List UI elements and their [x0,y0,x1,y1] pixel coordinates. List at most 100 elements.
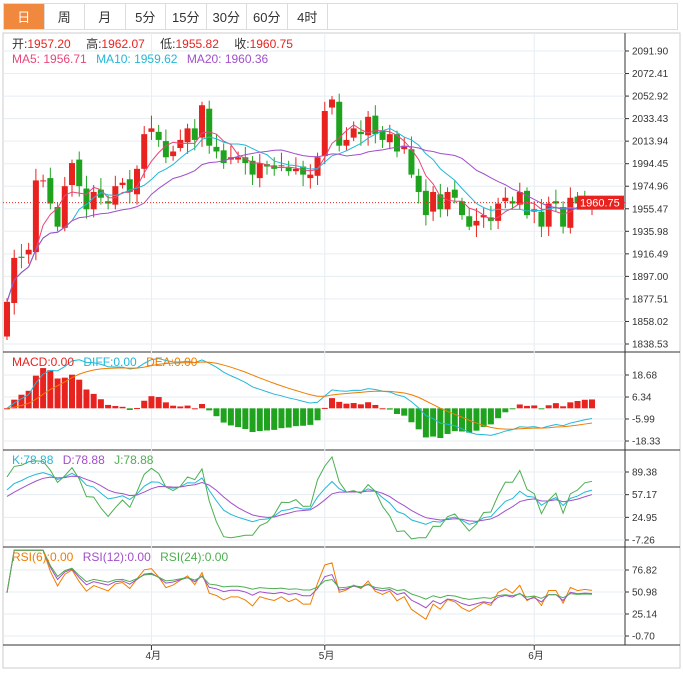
macd-bar [220,408,227,423]
candle-body [32,180,39,253]
macd-bar [379,408,386,410]
macd-bar [256,408,263,432]
j-value: J:78.88 [114,453,154,467]
candle-body [524,190,530,216]
macd-value: MACD:0.00 [12,355,75,369]
ma20-line [6,145,593,302]
candle-body [560,206,567,227]
candle-body [321,111,328,157]
macd-bar [321,407,328,409]
current-price-tag [577,195,624,210]
candle-body [40,180,47,182]
candle-body [300,166,307,175]
macd-bar [184,405,191,409]
candle-body [357,131,364,135]
j-line [6,455,593,540]
macd-bar [292,408,299,427]
candle-body [206,108,213,146]
candle-body [422,190,429,216]
candle-body [466,216,473,227]
macd-bar [32,375,39,409]
price-tick-label: 2033.43 [632,114,669,125]
ma10-line [6,127,593,302]
kdj-legend: K:78.88 D:78.88 J:78.88 [12,454,159,467]
macd-tick-label: 18.68 [632,371,657,382]
price-tick-label: 1838.53 [632,340,669,351]
macd-bar [509,408,516,410]
tab-4hour[interactable]: 4时 [288,4,328,29]
time-label: 4月 [145,650,161,662]
rsi12-value: RSI(12):0.00 [82,550,151,564]
macd-bar [61,377,68,409]
macd-bar [574,400,581,409]
tab-week[interactable]: 周 [45,4,85,29]
candle-body [480,215,487,218]
macd-bar [69,374,75,409]
macd-bar [40,368,47,409]
candle-body [199,105,205,138]
price-tick-label: 2072.41 [632,69,669,80]
price-tick-label: 2013.94 [632,137,669,148]
candle-body [249,160,256,175]
current-price-label: 1960.75 [580,198,620,210]
candle-body [459,201,465,216]
candle-body [343,139,350,146]
macd-bar [191,408,198,410]
candle-body [307,174,314,179]
candle-body [97,189,104,198]
macd-bar [148,396,155,409]
macd-bar [235,408,242,428]
macd-bar [336,401,343,409]
tab-day[interactable]: 日 [4,4,45,29]
k-line [6,472,593,525]
macd-bar [105,404,112,409]
rsi-tick-label: -0.70 [632,632,655,643]
candle-body [170,151,177,157]
macd-bar [386,408,393,410]
high-label: 高: [86,37,102,51]
tab-30min[interactable]: 30分 [207,4,247,29]
rsi6-line [6,549,593,620]
price-tick-label: 1877.51 [632,294,669,305]
macd-bar [307,408,314,425]
diff-value: DIFF:0.00 [83,355,137,369]
candle-body [408,149,415,175]
tab-5min[interactable]: 5分 [126,4,166,29]
chart-frame [2,32,681,669]
candle-body [220,150,227,164]
macd-bar [372,404,379,409]
ma-legend: MA5: 1956.71 MA10: 1959.62 MA20: 1960.36 [12,53,274,66]
tab-60min[interactable]: 60分 [247,4,288,29]
macd-bar [271,408,278,430]
macd-bar [141,400,148,409]
rsi-tick-label: 25.14 [632,610,657,621]
candle-body [545,203,552,227]
candle-body [191,128,198,140]
macd-bar [473,408,480,431]
candle-body [256,163,263,179]
macd-bar [487,408,494,425]
candle-body [278,165,285,167]
tab-15min[interactable]: 15分 [166,4,207,29]
high-value: 1962.07 [101,37,145,51]
candle-body [394,134,400,152]
low-value: 1955.82 [175,37,219,51]
candle-body [69,163,75,186]
candle-body [90,191,97,210]
candle-body [372,115,379,135]
price-tick-label: 1994.45 [632,159,669,170]
macd-bar [54,378,61,409]
rsi24-line [6,549,593,600]
diff-line [6,358,593,436]
tab-month[interactable]: 月 [85,4,126,29]
candle-body [83,188,90,210]
candle-body [386,134,393,143]
close-value: 1960.75 [249,37,293,51]
macd-bar [552,403,559,409]
macd-bar [206,408,213,411]
macd-bar [343,403,350,409]
low-label: 低: [160,37,176,51]
candle-body [473,220,480,226]
price-tick-label: 1955.47 [632,204,669,215]
